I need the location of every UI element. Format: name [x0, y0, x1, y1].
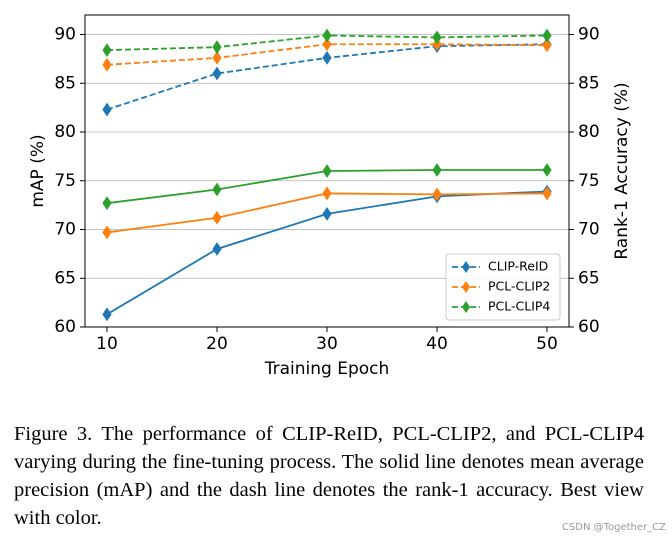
x-tick-label: 30	[316, 334, 338, 354]
marker	[322, 206, 332, 221]
x-tick-label: 10	[96, 334, 118, 354]
marker	[212, 242, 222, 256]
y-tick-label: 80	[54, 122, 76, 142]
marker	[212, 50, 222, 65]
y-tick-label: 85	[54, 73, 76, 93]
marker	[102, 307, 112, 322]
legend-label: PCL-CLIP4	[488, 299, 550, 314]
x-axis-label: Training Epoch	[264, 359, 390, 379]
y2-axis-label: Rank-1 Accuracy (%)	[612, 82, 632, 259]
y-tick-label: 70	[54, 220, 76, 240]
marker	[432, 30, 442, 45]
y-tick-label: 65	[54, 268, 76, 288]
y2-tick-label: 60	[578, 317, 600, 337]
marker	[542, 28, 552, 43]
marker	[322, 50, 332, 65]
y2-tick-label: 80	[578, 122, 600, 142]
x-tick-label: 20	[206, 334, 228, 354]
plot-frame	[84, 14, 570, 328]
marker	[322, 28, 332, 43]
legend-marker	[462, 301, 470, 313]
y2-tick-label: 65	[578, 268, 600, 288]
legend: CLIP-ReID PCL-CLIP2 PCL-CLIP4	[445, 253, 561, 321]
caption: Figure 3. The performance of CLIP-ReID, …	[14, 423, 644, 529]
marker	[432, 187, 442, 202]
y2-tick-label: 75	[578, 171, 600, 191]
marker	[542, 38, 552, 53]
y2-tick-label: 90	[578, 25, 600, 45]
marker	[102, 225, 112, 240]
marker	[212, 182, 222, 197]
marker	[102, 196, 112, 211]
legend-label: CLIP-ReID	[488, 259, 548, 274]
legend-marker	[462, 261, 470, 273]
y-axis-label: mAP (%)	[28, 134, 48, 207]
y-tick-label: 60	[54, 317, 76, 337]
watermark: CSDN @Together_CZ	[561, 522, 666, 533]
marker	[102, 102, 112, 117]
marker	[102, 57, 112, 72]
marker	[212, 210, 222, 225]
marker	[432, 163, 442, 177]
marker	[542, 163, 552, 177]
y-tick-label: 75	[54, 171, 76, 191]
marker	[102, 43, 112, 58]
marker	[322, 186, 332, 201]
y-tick-label: 90	[54, 25, 76, 45]
marker	[212, 66, 222, 81]
legend-label: PCL-CLIP2	[488, 279, 550, 294]
x-tick-label: 40	[426, 334, 448, 354]
x-tick-label: 50	[536, 334, 558, 354]
legend-box	[445, 253, 561, 321]
legend-marker	[462, 281, 470, 293]
marker	[322, 164, 332, 178]
y2-tick-label: 70	[578, 220, 600, 240]
marker	[212, 40, 222, 55]
marker	[322, 37, 332, 52]
chart: mAP (%) Rank-1 Accuracy (%) Training Epo…	[28, 14, 632, 379]
y2-tick-label: 85	[578, 73, 600, 93]
marker	[542, 186, 552, 201]
